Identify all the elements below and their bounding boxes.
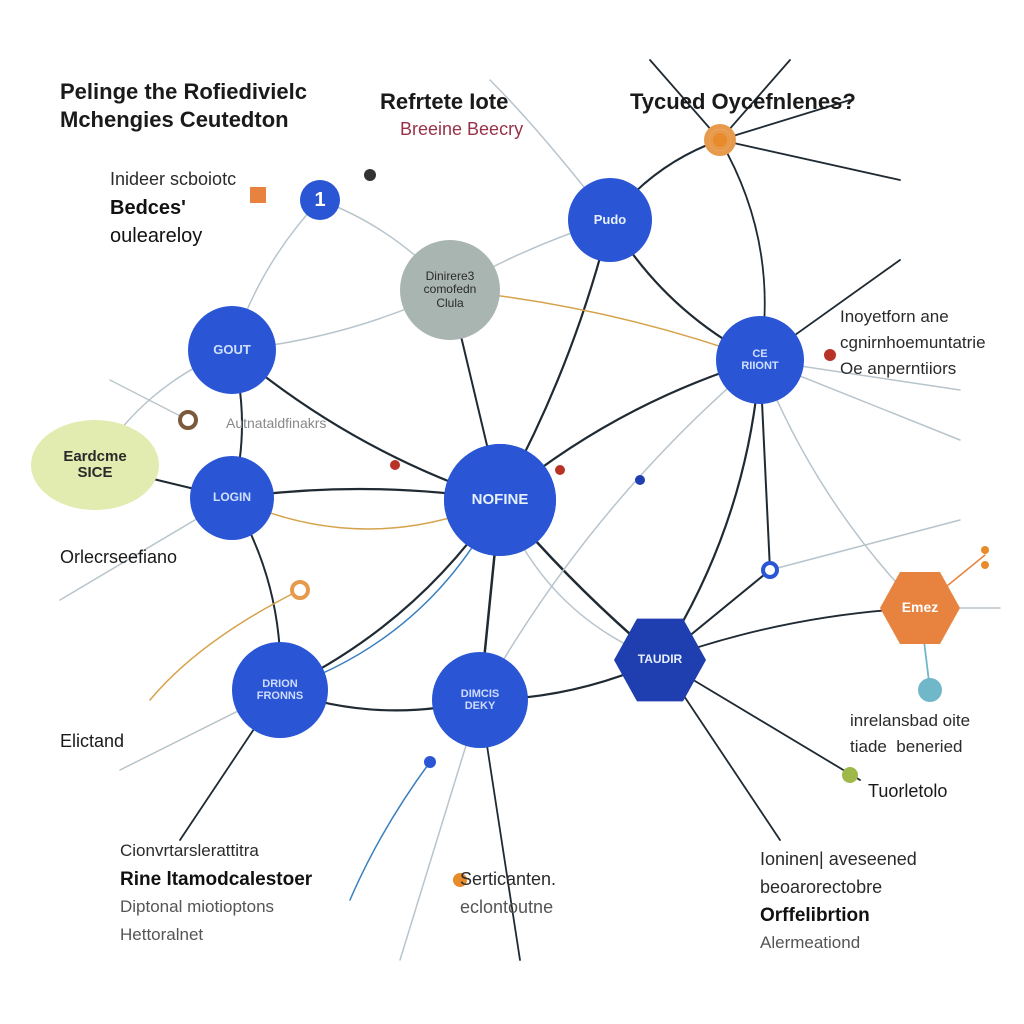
node-label: DRION FRONNS [253,678,307,702]
node-center: NOFINE [444,444,556,556]
label-l10: Hettoralnet [120,924,203,945]
label-l14: beoarorectobre [760,876,882,899]
label-l17: inrelansbad oite [850,710,970,731]
node-label: LOGIN [209,491,255,504]
node-pudo: Pudo [568,178,652,262]
label-l20: Inoyetforn ane [840,306,949,327]
node-label: GOUT [209,343,255,357]
marker-dot [918,678,942,702]
node-drion: DRION FRONNS [232,642,328,738]
edge-loose [110,380,188,420]
title-right: Tycued Oycefnlenes? [630,88,856,116]
node-react: CE RIIONT [716,316,804,404]
marker-dot [824,349,836,361]
marker-dot [842,767,858,783]
node-label: NOFINE [468,492,533,509]
edge-loose [720,140,900,180]
label-l7: Cionvrtarslerattitra [120,840,259,861]
marker-dot [763,563,777,577]
subtitle-center: Breeine Beecry [400,118,523,141]
label-l11: Serticanten. [460,868,556,891]
node-label: Pudo [590,213,631,227]
marker-dot [981,561,989,569]
marker-dot [424,756,436,768]
label-l5: Orlecrseefiano [60,546,177,569]
marker-dot [635,475,645,485]
edge [760,360,920,608]
label-l6: Elictand [60,730,124,753]
label-l12: eclontoutne [460,896,553,919]
marker-dot [180,412,196,428]
node-gout: GOUT [188,306,276,394]
node-taudir: TAUDIR [614,614,706,706]
network-diagram: NOFINE GOUT LOGIN DRION FRONNS DIMCIS DEKY TA… [0,0,1024,1024]
label-l16: Alermeationd [760,932,860,953]
label-l21: cgnirnhoemuntatrie [840,332,986,353]
marker-dot [981,546,989,554]
marker-dot [292,582,308,598]
node-login: LOGIN [190,456,274,540]
node-gray: Dinirere3 comofedn Clula [400,240,500,340]
label-l4: Autnataldfinakrs [226,415,326,433]
marker-dot [364,169,376,181]
marker-dot [555,465,565,475]
label-l8: Rine ltamodcalestoer [120,868,312,892]
label-l3: ouleareloy [110,224,202,249]
edge-loose [350,762,430,900]
label-l9: Diptonal miotioptons [120,896,274,917]
label-l2: Bedces' [110,196,186,221]
label-l18: tiade beneried [850,736,962,757]
node-badge: 1 [300,180,340,220]
marker-dot [390,460,400,470]
node-label: Emez [898,600,943,615]
node-label: Eardcme SICE [59,449,130,482]
node-sice: Eardcme SICE [31,420,159,510]
label-l1: Inideer scboiotc [110,168,236,191]
label-l22: Oe anperntiiors [840,358,956,379]
title-main: Pelinge the Rofiedivielc Mchengies Ceute… [60,78,307,133]
node-ring [704,124,736,156]
node-dimcis: DIMCIS DEKY [432,652,528,748]
node-label: CE RIIONT [737,348,782,372]
node-emez: Emez [880,568,960,648]
node-label: TAUDIR [634,653,686,666]
title-center: Refrtete Iote [380,88,508,116]
node-label: 1 [310,189,329,211]
label-l13: Ioninen| aveseened [760,848,917,871]
label-l19: Tuorletolo [868,780,947,803]
label-l15: Orffelibrtion [760,904,870,928]
edge-loose [770,520,960,570]
node-label: Dinirere3 comofedn Clula [420,270,481,310]
edge [660,360,760,660]
marker-square [250,187,266,203]
node-label: DIMCIS DEKY [457,688,504,712]
